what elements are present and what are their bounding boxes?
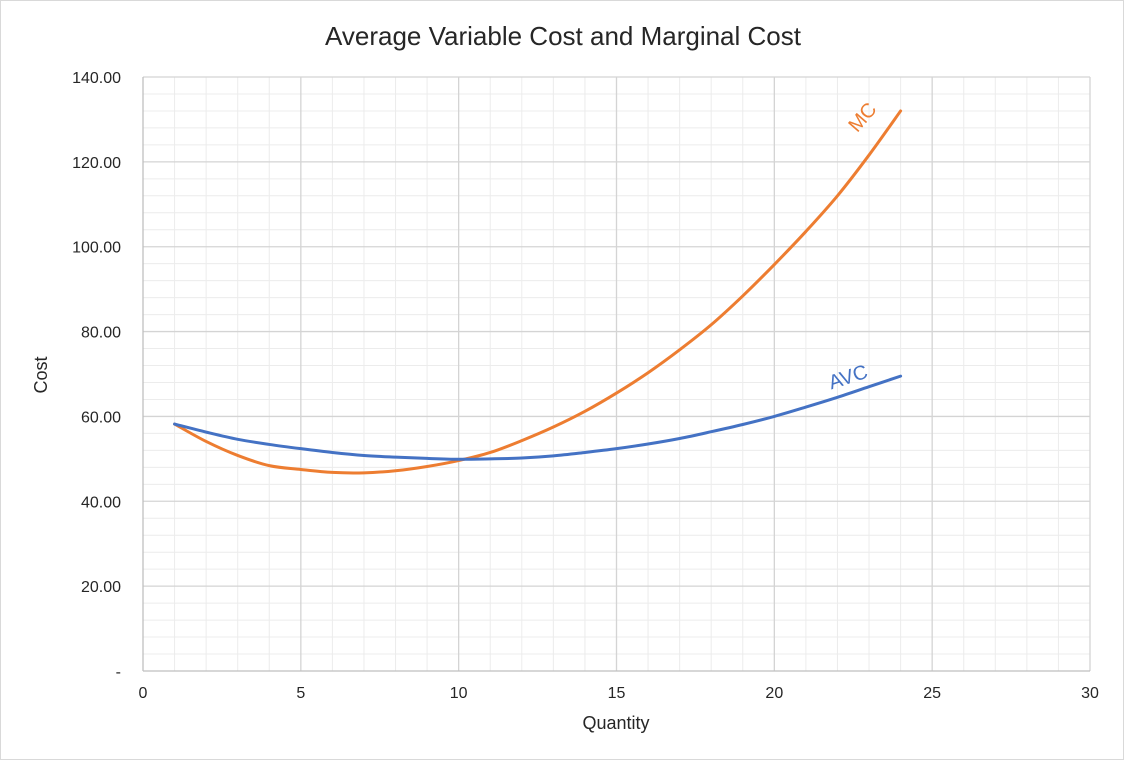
x-axis-label: Quantity <box>582 713 649 733</box>
x-tick-label: 30 <box>1081 685 1099 702</box>
x-tick-label: 15 <box>608 685 626 702</box>
y-tick-label: 140.00 <box>72 70 121 87</box>
x-tick-label: 0 <box>139 685 148 702</box>
y-tick-label: 40.00 <box>81 494 121 511</box>
y-tick-label: 100.00 <box>72 240 121 257</box>
x-tick-label: 25 <box>923 685 941 702</box>
series-line-mc <box>173 109 903 475</box>
series-line-avc <box>173 374 903 461</box>
y-axis-label: Cost <box>31 356 51 393</box>
y-tick-label: 60.00 <box>81 409 121 426</box>
y-tick-label: 20.00 <box>81 579 121 596</box>
chart-title: Average Variable Cost and Marginal Cost <box>325 21 802 51</box>
x-tick-label: 10 <box>450 685 468 702</box>
x-tick-labels: 0 5 10 15 20 25 30 <box>139 685 1099 702</box>
major-gridlines <box>143 76 1091 671</box>
y-tick-label: 120.00 <box>72 155 121 172</box>
y-tick-label: - <box>116 664 121 681</box>
series-label-mc: MC <box>844 99 881 137</box>
x-tick-label: 20 <box>765 685 783 702</box>
x-tick-label: 5 <box>296 685 305 702</box>
axes <box>142 77 1090 672</box>
series-lines <box>173 109 903 475</box>
y-tick-label: 80.00 <box>81 325 121 342</box>
y-tick-labels: - 20.00 40.00 60.00 80.00 100.00 120.00 140.00 <box>72 70 121 681</box>
